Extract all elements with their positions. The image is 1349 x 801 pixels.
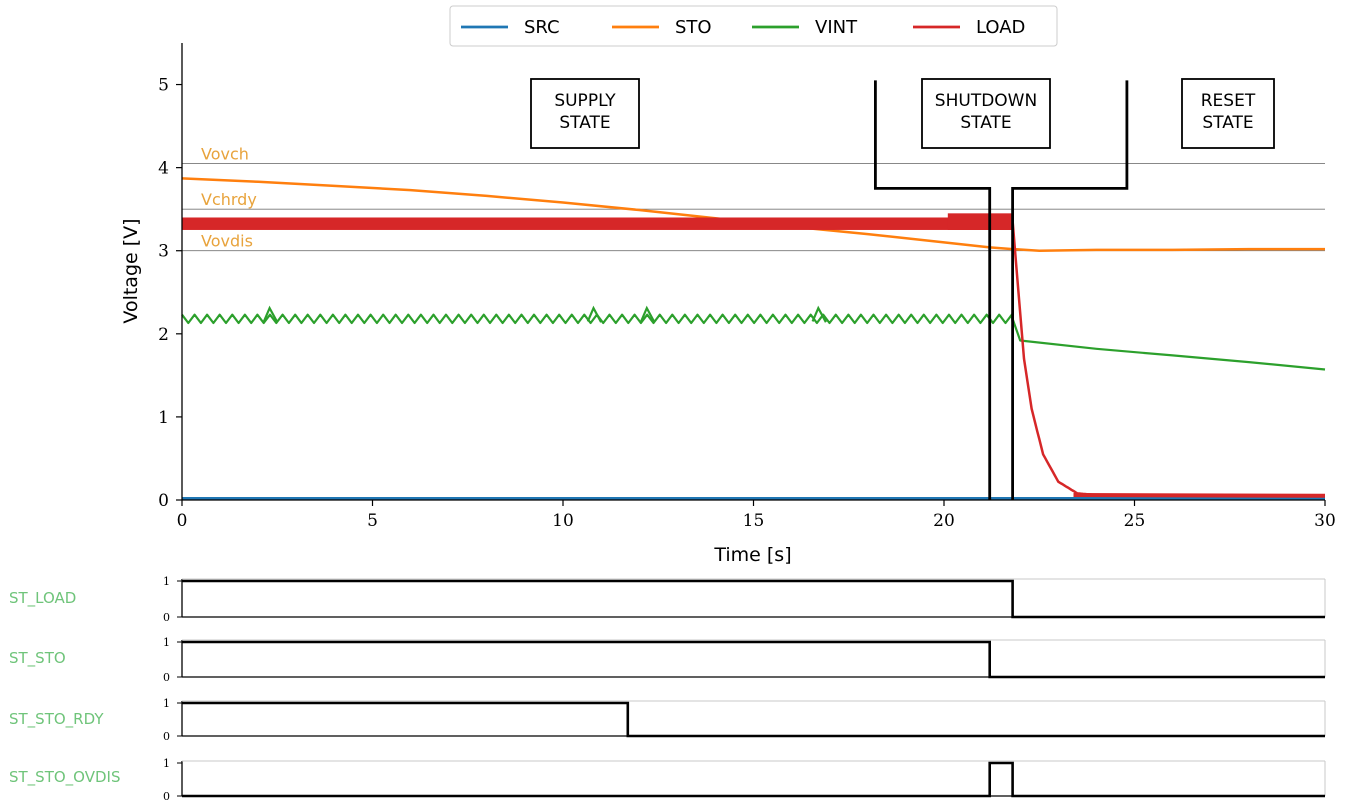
- state-signal-line: [182, 579, 1325, 619]
- x-tick-label: 15: [743, 511, 765, 531]
- threshold-lines: Vovch Vchrdy Vovdis: [182, 144, 1325, 252]
- state-panel: 0 1 ST_STO_OVDIS: [9, 757, 1326, 801]
- x-tick-label: 25: [1124, 511, 1146, 531]
- state-box-frame: [1181, 78, 1275, 149]
- series-tail-load: [1073, 493, 1326, 498]
- x-tick-label: 0: [177, 511, 188, 531]
- legend-label: VINT: [815, 17, 858, 38]
- x-tick-label: 5: [367, 511, 378, 531]
- state-signal-label: ST_STO: [9, 649, 66, 668]
- state-signal-line: [182, 640, 1325, 679]
- state-box-line2: STATE: [1202, 113, 1253, 133]
- panel-y-tick-label: 1: [163, 697, 170, 710]
- state-box-frame: [921, 78, 1051, 149]
- x-tick-label: 30: [1314, 511, 1336, 531]
- threshold-label: Vchrdy: [201, 190, 257, 209]
- legend-label: LOAD: [976, 17, 1025, 38]
- data-series: [181, 177, 1326, 500]
- shutdown-end-marker: [1011, 80, 1129, 500]
- legend-label: STO: [675, 17, 712, 38]
- state-panel: 0 1 ST_STO_RDY: [9, 697, 1326, 743]
- state-panel: 0 1 ST_LOAD: [9, 575, 1326, 624]
- legend-entry: SRC: [461, 17, 560, 38]
- state-box-line2: STATE: [960, 113, 1011, 133]
- panel-y-tick-label: 1: [163, 636, 170, 649]
- legend: SRC STO VINT LOAD: [449, 5, 1058, 47]
- panel-y-tick-label: 1: [163, 757, 170, 770]
- state-box-line1: RESET: [1201, 91, 1256, 111]
- series-spike-vint: [262, 305, 279, 323]
- state-box-line2: STATE: [559, 113, 610, 133]
- x-tick-label: 10: [552, 511, 574, 531]
- threshold-label: Vovdis: [201, 232, 253, 251]
- state-signal-label: ST_STO_RDY: [9, 710, 104, 729]
- state-box-frame: [530, 78, 640, 149]
- panel-y-tick-label: 1: [163, 575, 170, 588]
- threshold-label: Vovch: [201, 144, 249, 163]
- legend-entry: VINT: [752, 17, 858, 38]
- series-band-load: [182, 217, 1013, 230]
- state-signal-label: ST_LOAD: [9, 589, 76, 608]
- y-tick-label: 3: [158, 242, 169, 262]
- panel-y-tick-label: 0: [163, 611, 170, 624]
- shutdown-start-marker: [874, 80, 992, 500]
- state-panel: 0 1 ST_STO: [9, 636, 1326, 684]
- x-axis-title: Time [s]: [713, 544, 791, 566]
- state-signal-label: ST_STO_OVDIS: [9, 768, 120, 787]
- series-line-sto: [181, 177, 1325, 252]
- digital-state-plots: 0 1 ST_LOAD 0 1 ST_STO 0 1 ST_STO_RDY 0 1 ST_STO_OV…: [9, 575, 1326, 801]
- y-tick-label: 5: [158, 76, 169, 96]
- panel-y-tick-label: 0: [163, 730, 170, 743]
- panel-y-tick-label: 0: [163, 671, 170, 684]
- legend-entry: LOAD: [913, 17, 1025, 38]
- legend-entry: STO: [612, 17, 712, 38]
- series-spike-vint: [586, 305, 603, 323]
- y-tick-label: 4: [158, 159, 169, 179]
- main-axes: 0 5 10 15 20 25 30 0 1 2 3 4 5 Time [s] Voltage [V]: [120, 43, 1336, 566]
- series-band-load-end: [947, 213, 1013, 230]
- series-spike-vint: [640, 305, 656, 323]
- series-spike-vint: [811, 305, 827, 323]
- series-line-load: [1011, 220, 1324, 498]
- x-tick-label: 20: [933, 511, 955, 531]
- panel-y-tick-label: 0: [163, 790, 170, 801]
- state-box-line1: SHUTDOWN: [935, 91, 1037, 111]
- state-box-line1: SUPPLY: [554, 91, 616, 111]
- series-line-vint: [181, 313, 1326, 371]
- state-signal-line: [182, 761, 1325, 798]
- y-tick-label: 1: [158, 408, 169, 428]
- legend-label: SRC: [524, 17, 560, 38]
- state-signal-line: [182, 701, 1325, 738]
- y-axis-title: Voltage [V]: [120, 218, 142, 323]
- y-tick-label: 2: [158, 325, 169, 345]
- y-tick-label: 0: [158, 491, 169, 511]
